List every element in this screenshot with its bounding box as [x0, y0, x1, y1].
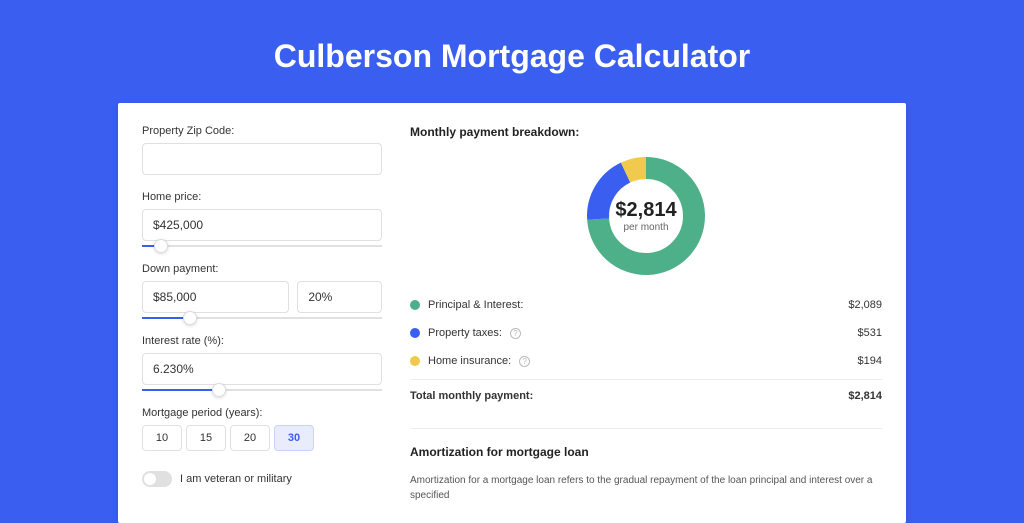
- veteran-label: I am veteran or military: [180, 473, 292, 485]
- home-price-input[interactable]: [142, 209, 382, 241]
- veteran-toggle[interactable]: [142, 471, 172, 487]
- interest-rate-slider[interactable]: [142, 389, 382, 391]
- legend-dot: [410, 300, 420, 310]
- period-button-20[interactable]: 20: [230, 425, 270, 451]
- period-button-10[interactable]: 10: [142, 425, 182, 451]
- donut-amount: $2,814: [615, 199, 676, 222]
- legend-dot: [410, 328, 420, 338]
- legend-dot: [410, 356, 420, 366]
- legend-row: Home insurance:? $194: [410, 347, 882, 375]
- amortization-section: Amortization for mortgage loan Amortizat…: [410, 428, 882, 503]
- zip-input[interactable]: [142, 143, 382, 175]
- period-button-group: 10152030: [142, 425, 382, 451]
- donut-segment: [626, 168, 646, 173]
- down-payment-slider[interactable]: [142, 317, 382, 319]
- slider-thumb[interactable]: [212, 383, 226, 397]
- home-price-field: Home price:: [142, 191, 382, 247]
- total-row: Total monthly payment: $2,814: [410, 379, 882, 410]
- down-payment-percent-input[interactable]: [297, 281, 382, 313]
- interest-rate-input[interactable]: [142, 353, 382, 385]
- amortization-text: Amortization for a mortgage loan refers …: [410, 473, 882, 503]
- page-title: Culberson Mortgage Calculator: [0, 0, 1024, 103]
- slider-fill: [142, 389, 219, 391]
- down-payment-label: Down payment:: [142, 263, 382, 275]
- legend-label: Property taxes:: [428, 327, 502, 339]
- info-icon[interactable]: ?: [519, 356, 530, 367]
- legend-row: Property taxes:? $531: [410, 319, 882, 347]
- slider-thumb[interactable]: [183, 311, 197, 325]
- calculator-card: Property Zip Code: Home price: Down paym…: [118, 103, 906, 523]
- zip-field: Property Zip Code:: [142, 125, 382, 175]
- period-button-15[interactable]: 15: [186, 425, 226, 451]
- period-button-30[interactable]: 30: [274, 425, 314, 451]
- interest-rate-label: Interest rate (%):: [142, 335, 382, 347]
- donut-center: $2,814 per month: [615, 199, 676, 233]
- mortgage-period-field: Mortgage period (years): 10152030: [142, 407, 382, 451]
- home-price-label: Home price:: [142, 191, 382, 203]
- home-price-slider[interactable]: [142, 245, 382, 247]
- legend-value: $531: [858, 327, 882, 339]
- legend-row: Principal & Interest: $2,089: [410, 291, 882, 319]
- zip-label: Property Zip Code:: [142, 125, 382, 137]
- donut-sub: per month: [615, 222, 676, 233]
- donut-chart: $2,814 per month: [410, 153, 882, 279]
- mortgage-period-label: Mortgage period (years):: [142, 407, 382, 419]
- toggle-thumb: [144, 473, 156, 485]
- legend-label: Principal & Interest:: [428, 299, 523, 311]
- total-label: Total monthly payment:: [410, 390, 533, 402]
- slider-thumb[interactable]: [154, 239, 168, 253]
- interest-rate-field: Interest rate (%):: [142, 335, 382, 391]
- legend-list: Principal & Interest: $2,089 Property taxe…: [410, 291, 882, 375]
- down-payment-field: Down payment:: [142, 263, 382, 319]
- breakdown-title: Monthly payment breakdown:: [410, 125, 882, 139]
- legend-value: $2,089: [848, 299, 882, 311]
- veteran-row: I am veteran or military: [142, 471, 382, 487]
- legend-label: Home insurance:: [428, 355, 511, 367]
- info-icon[interactable]: ?: [510, 328, 521, 339]
- legend-value: $194: [858, 355, 882, 367]
- down-payment-amount-input[interactable]: [142, 281, 289, 313]
- amortization-title: Amortization for mortgage loan: [410, 445, 882, 459]
- total-value: $2,814: [848, 390, 882, 402]
- breakdown-column: Monthly payment breakdown: $2,814 per mo…: [410, 125, 882, 501]
- form-column: Property Zip Code: Home price: Down paym…: [142, 125, 382, 501]
